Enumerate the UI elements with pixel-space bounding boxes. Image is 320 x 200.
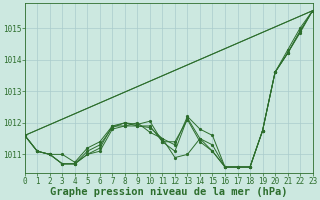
X-axis label: Graphe pression niveau de la mer (hPa): Graphe pression niveau de la mer (hPa) xyxy=(50,187,287,197)
